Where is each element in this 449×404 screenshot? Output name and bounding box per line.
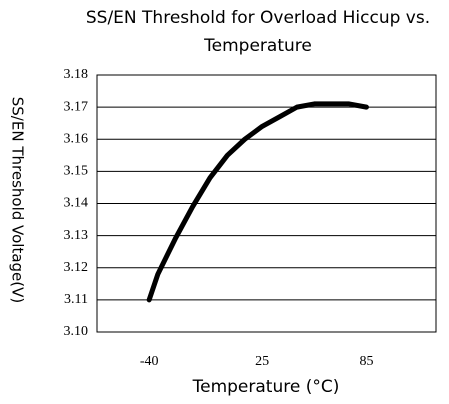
chart-title: Temperature xyxy=(203,36,312,56)
x-axis-label: Temperature (°C) xyxy=(192,377,340,397)
chart-title: SS/EN Threshold for Overload Hiccup vs. xyxy=(86,8,430,28)
y-tick-label: 3.16 xyxy=(64,131,89,146)
y-tick-label: 3.12 xyxy=(64,260,89,275)
y-axis-label: SS/EN Threshold Voltage(V) xyxy=(9,97,27,303)
y-tick-label: 3.10 xyxy=(64,324,89,339)
y-tick-label: 3.13 xyxy=(64,228,89,243)
plot-frame xyxy=(96,74,437,333)
y-tick-label: 3.17 xyxy=(64,99,89,114)
y-tick-label: 3.11 xyxy=(64,292,88,307)
x-tick-label: -40 xyxy=(140,354,159,369)
data-line xyxy=(146,101,369,303)
x-tick-label: 25 xyxy=(255,354,269,369)
y-tick-label: 3.14 xyxy=(64,196,89,211)
y-tick-label: 3.18 xyxy=(64,67,89,82)
y-tick-label: 3.15 xyxy=(64,164,89,179)
x-tick-label: 85 xyxy=(359,354,373,369)
